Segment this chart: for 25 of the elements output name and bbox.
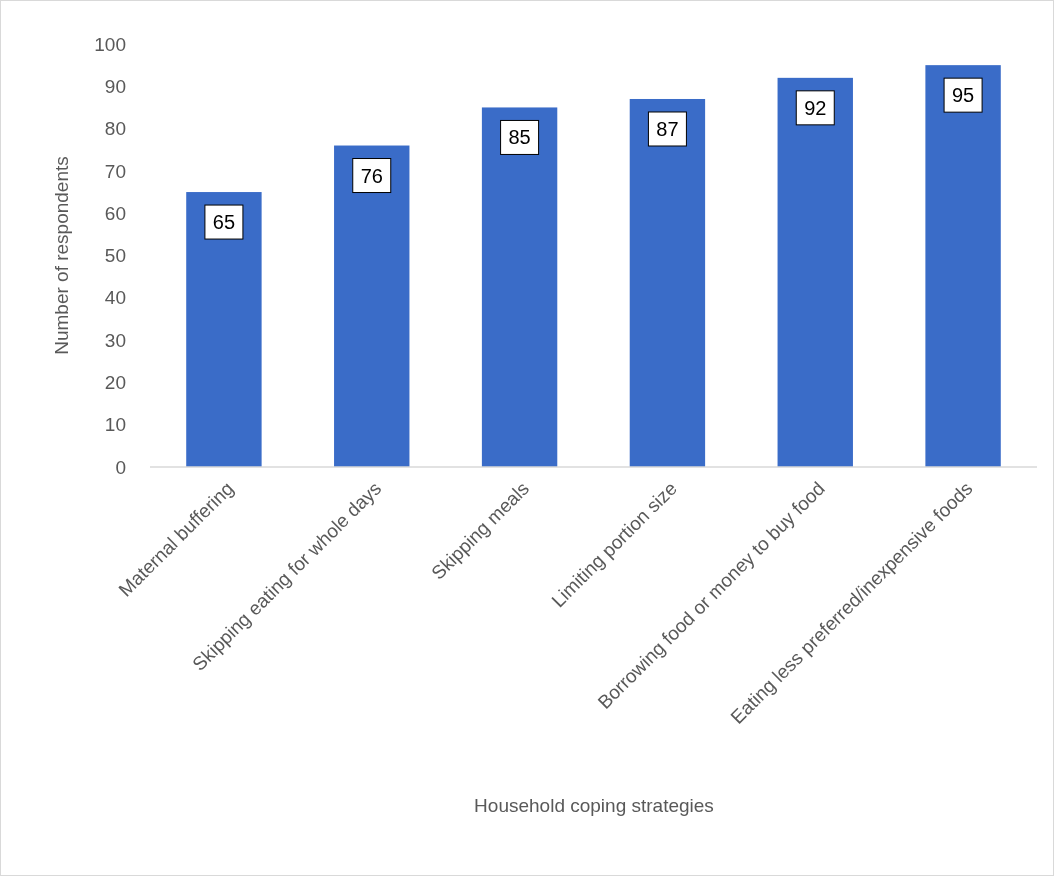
y-axis-title: Number of respondents [51,156,72,355]
bar [334,145,410,467]
y-tick-label: 60 [104,202,126,224]
data-label: 95 [951,84,975,107]
data-label: 85 [508,126,531,149]
y-tick-label: 0 [115,456,126,478]
y-tick-label: 100 [94,33,126,55]
data-label: 87 [656,117,679,140]
bar [777,77,853,467]
y-tick-label: 10 [104,414,126,436]
y-tick-label: 20 [104,372,126,394]
data-label: 76 [360,164,383,187]
data-label: 92 [804,96,827,119]
bar [629,98,706,467]
y-tick-label: 40 [104,287,126,309]
y-tick-label: 90 [104,75,126,97]
y-tick-label: 80 [104,118,126,140]
data-label: 65 [212,211,236,234]
y-tick-label: 50 [104,245,126,267]
y-tick-label: 30 [104,329,126,351]
bar [186,192,262,467]
y-tick-label: 70 [104,160,126,182]
bar [481,107,558,467]
bar [925,65,1001,467]
x-axis-title: Household coping strategies [474,795,714,816]
